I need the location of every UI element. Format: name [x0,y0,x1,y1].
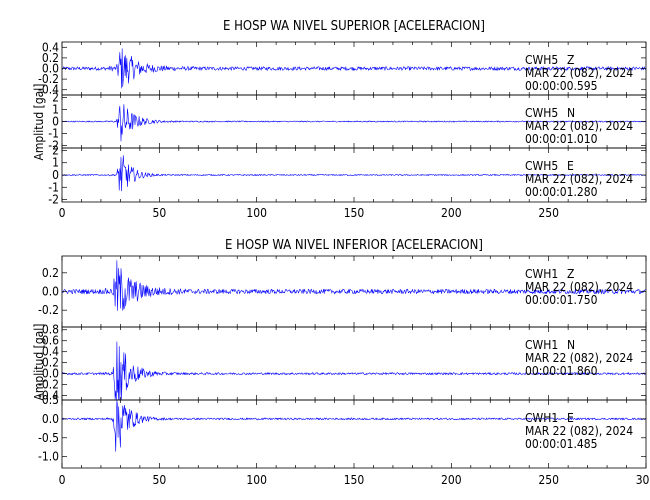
y-tick-label: -0.4 [38,389,59,403]
x-tick-label: 0 [59,206,66,220]
chart-title: E HOSP WA NIVEL INFERIOR [ACELERACION] [225,238,483,253]
x-tick-label: 50 [152,473,166,487]
y-tick-label: -1.0 [38,450,59,464]
component-code: Z [567,267,574,281]
record-time: 00:00:01.485 [525,437,598,451]
record-time: 00:00:01.280 [525,185,598,199]
record-time: 00:00:01.860 [525,364,598,378]
record-date: MAR 22 (082), 2024 [525,66,633,80]
waveform-trace [61,400,646,452]
x-tick-label: 200 [441,473,462,487]
x-tick-label: 250 [538,473,559,487]
y-tick-label: -2 [48,193,59,207]
chart-1: E HOSP WA NIVEL SUPERIOR [ACELERACION] -0… [32,19,647,220]
x-tick-label: 250 [538,206,559,220]
waveform-trace [61,260,646,311]
component-code: Z [567,53,574,67]
y-tick-label: 0 [52,168,59,182]
chart-title: E HOSP WA NIVEL SUPERIOR [ACELERACION] [223,19,485,34]
x-tick-label: 200 [441,206,462,220]
station-code: CWH1 [525,411,558,425]
y-tick-label: -0.2 [38,303,59,317]
y-axis-label: Amplitud [gal] [32,83,46,160]
y-tick-label: -2 [48,139,59,153]
y-tick-label: 0.4 [42,345,59,359]
station-code: CWH5 [525,53,558,67]
y-tick-label: 2 [52,143,59,157]
record-time: 00:00:01.750 [525,293,598,307]
y-tick-label: 0.0 [42,285,59,299]
y-tick-label: -0.2 [38,72,59,86]
x-tick-label: 100 [246,206,267,220]
waveform-trace [61,104,646,142]
record-date: MAR 22 (082), 2024 [525,351,633,365]
component-code: E [567,411,574,425]
x-tick-label: 0 [59,473,66,487]
y-tick-label: 0 [52,115,59,129]
station-code: CWH1 [525,267,558,281]
y-tick-label: 0.2 [42,356,59,370]
record-date: MAR 22 (082), 2024 [525,280,633,294]
y-tick-label: 1 [52,156,59,170]
record-date: MAR 22 (082), 2024 [525,172,633,186]
y-tick-label: 0.0 [42,412,59,426]
y-tick-label: 0.2 [42,266,59,280]
y-tick-label: 0.5 [42,393,59,407]
x-tick-label: 100 [246,473,267,487]
record-date: MAR 22 (082), 2024 [525,424,633,438]
chart-2: E HOSP WA NIVEL INFERIOR [ACELERACION] -0… [32,238,650,487]
y-tick-label: 0.0 [42,62,59,76]
x-tick-label: 50 [152,206,166,220]
y-tick-label: -0.2 [38,378,59,392]
station-code: CWH5 [525,159,558,173]
waveform-trace [61,341,646,400]
y-tick-label: -0.4 [38,83,59,97]
record-time: 00:00:01.010 [525,132,598,146]
y-tick-label: -1 [48,127,59,141]
y-tick-label: 0.6 [42,334,59,348]
component-code: N [567,338,575,352]
y-tick-label: 0.2 [42,51,59,65]
y-axis-label: Amplitud [gal] [32,323,46,400]
y-tick-label: -0.5 [38,431,59,445]
record-time: 00:00:00.595 [525,79,598,93]
x-tick-label: 300 [636,473,650,487]
station-code: CWH5 [525,106,558,120]
y-tick-label: 1 [52,102,59,116]
x-tick-label: 150 [344,206,365,220]
waveform-trace [61,48,646,89]
x-tick-label: 150 [344,473,365,487]
component-code: E [567,159,574,173]
y-tick-label: -1 [48,180,59,194]
record-date: MAR 22 (082), 2024 [525,119,633,133]
station-code: CWH1 [525,338,558,352]
y-tick-label: 2 [52,90,59,104]
y-tick-label: 0.0 [42,367,59,381]
y-tick-label: 0.4 [42,40,59,54]
y-tick-label: 0.8 [42,323,59,337]
waveform-trace [61,155,646,192]
component-code: N [567,106,575,120]
